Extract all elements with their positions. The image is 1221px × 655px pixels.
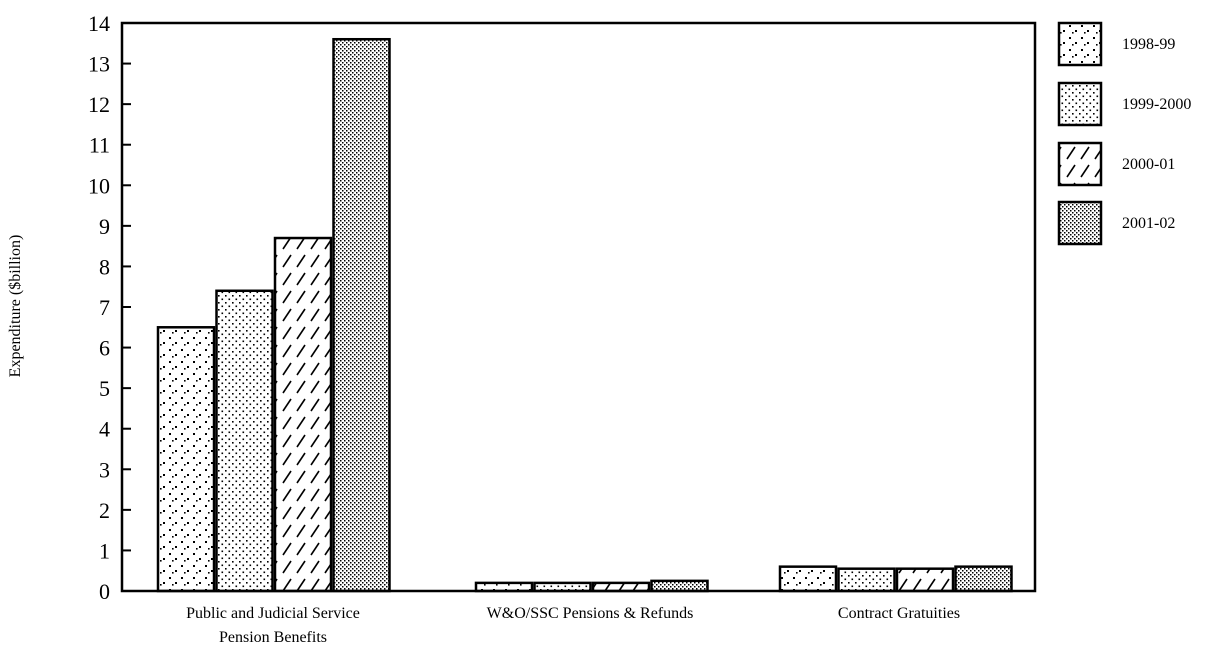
legend-label: 2001-02: [1122, 215, 1175, 232]
bar: [215, 289, 274, 593]
y-tick-label: 6: [99, 336, 110, 361]
y-tick-label: 7: [99, 295, 110, 320]
legend-label: 1998-99: [1122, 36, 1175, 53]
y-tick-label: 11: [89, 133, 110, 158]
y-tick-label: 10: [88, 173, 110, 198]
bar: [156, 326, 216, 593]
y-tick-label: 1: [99, 538, 110, 563]
y-tick-label: 8: [99, 254, 110, 279]
x-category-label: Pension Benefits: [219, 629, 327, 646]
plot-frame: [120, 21, 1037, 593]
y-tick-label: 2: [99, 498, 110, 523]
x-axis-category-labels: Public and Judicial Service Pension Benef…: [186, 605, 960, 646]
x-category-label: Public and Judicial Service: [186, 605, 360, 622]
legend-label: 1999-2000: [1122, 96, 1191, 113]
y-tick-label: 12: [88, 92, 110, 117]
legend: 1998-99 1999-2000 2000-01 2001-02: [1057, 21, 1191, 246]
bar: [650, 579, 709, 593]
legend-swatch: [1057, 200, 1103, 246]
y-tick-label: 5: [99, 376, 110, 401]
y-tick-label: 14: [88, 11, 110, 36]
bar: [837, 567, 896, 593]
y-axis-title: Expenditure ($billion): [7, 235, 24, 378]
legend-label: 2000-01: [1122, 156, 1175, 173]
y-tick-label: 4: [99, 417, 110, 442]
bars: [156, 37, 1013, 593]
bar: [895, 567, 955, 593]
x-category-label: W&O/SSC Pensions & Refunds: [487, 605, 694, 622]
y-tick-label: 13: [88, 52, 110, 77]
legend-swatch: [1057, 81, 1103, 127]
y-tick-label: 9: [99, 214, 110, 239]
bar: [273, 236, 333, 593]
legend-swatch: [1057, 21, 1103, 67]
legend-swatch: [1057, 141, 1103, 187]
y-tick-label: 3: [99, 457, 110, 482]
y-tick-label: 0: [99, 579, 110, 604]
bar: [332, 37, 391, 593]
x-category-label: Contract Gratuities: [838, 605, 960, 622]
bar: [778, 565, 838, 593]
bar: [954, 565, 1013, 593]
